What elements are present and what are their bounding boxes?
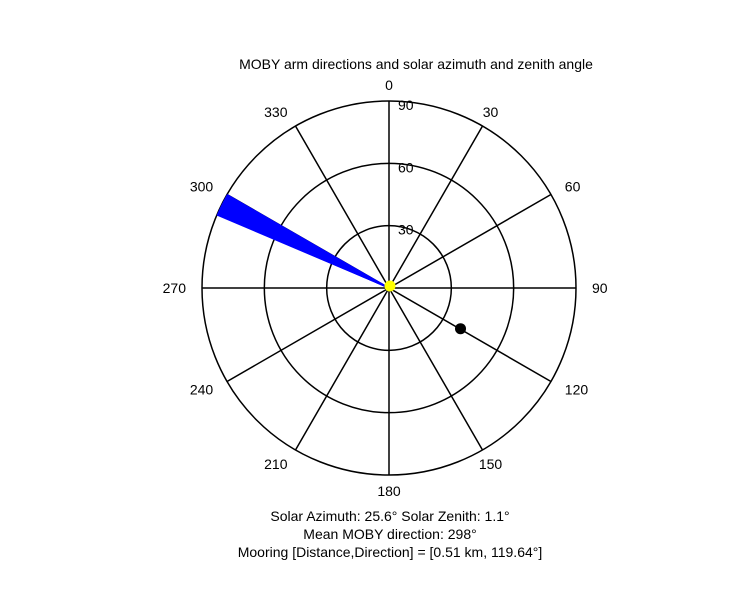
mooring-info-line: Mooring [Distance,Direction] = [0.51 km,… [237,544,543,560]
solar-info-line: Solar Azimuth: 25.6° Solar Zenith: 1.1° [270,508,510,524]
angle-tick-label-330: 330 [264,104,288,120]
markers [384,280,467,335]
angle-tick-label-210: 210 [264,456,288,472]
moby-arm-directions [216,193,390,289]
angle-tick-label-270: 270 [163,280,187,296]
angle-tick-label-150: 150 [479,456,503,472]
angle-tick-label-180: 180 [377,483,401,499]
angle-tick-label-90: 90 [592,280,608,296]
arm-direction-line [226,193,390,289]
angle-tick-label-60: 60 [565,179,581,195]
chart-title: MOBY arm directions and solar azimuth an… [239,56,593,72]
tick-labels: 0 30 60 90 120 150 180 210 240 270 300 330 30 60 90 [163,77,608,499]
angle-tick-label-30: 30 [483,104,499,120]
mean-direction-line: Mean MOBY direction: 298° [303,526,477,542]
angle-tick-label-120: 120 [565,382,589,398]
sun-marker [384,280,396,292]
angle-tick-label-240: 240 [190,382,214,398]
mooring-marker [455,323,467,335]
angle-tick-label-300: 300 [190,179,214,195]
angle-tick-label-0: 0 [385,77,393,93]
radius-tick-label-90: 90 [398,97,414,113]
radius-tick-label-60: 60 [398,159,414,175]
radius-tick-label-30: 30 [398,222,414,238]
